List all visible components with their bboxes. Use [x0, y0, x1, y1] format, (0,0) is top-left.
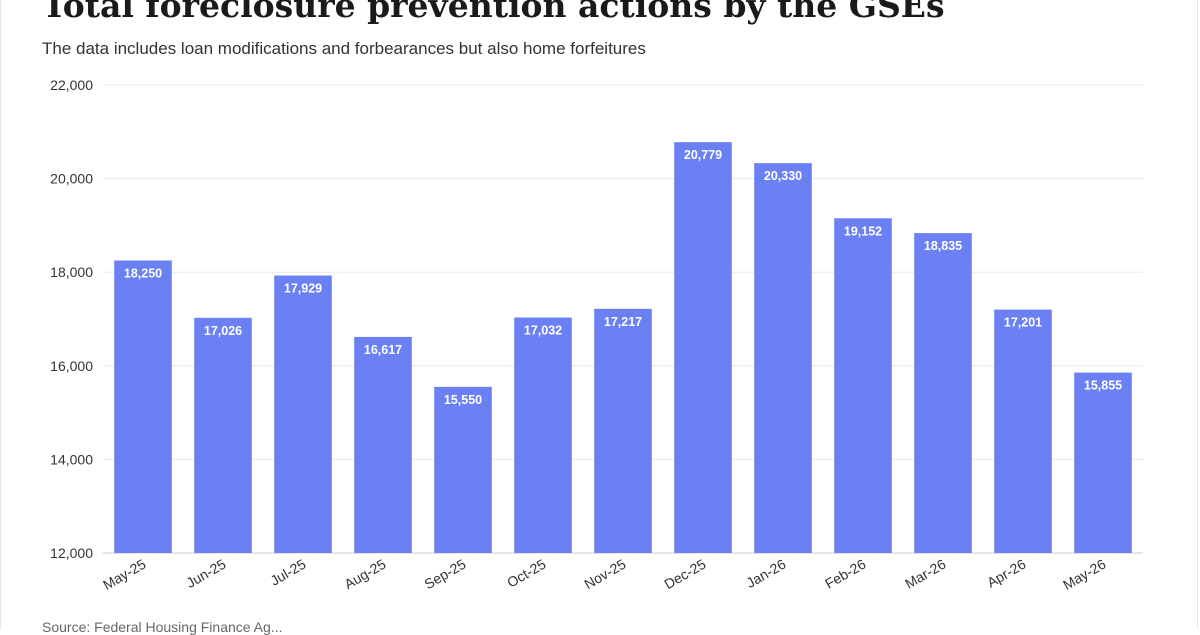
- x-tick-label: May-25: [100, 556, 149, 593]
- bar-value-label: 16,617: [364, 343, 402, 357]
- bar-value-label: 15,855: [1084, 379, 1122, 393]
- y-tick-label: 20,000: [50, 171, 93, 187]
- bar: [834, 218, 892, 553]
- x-tick-label: Jul-25: [267, 556, 308, 589]
- bar: [354, 336, 412, 553]
- bar-value-label: 20,330: [764, 169, 802, 183]
- bar-value-label: 17,026: [204, 324, 242, 338]
- bar: [514, 317, 572, 553]
- bar: [674, 142, 732, 553]
- x-tick-label: Feb-26: [822, 556, 869, 592]
- x-axis-ticks: May-25 Jun-25 Jul-25 Aug-25 Sep-25 Oct-25 Nov-…: [100, 556, 1109, 593]
- bar: [914, 233, 972, 553]
- x-tick-label: Apr-26: [984, 556, 1029, 591]
- y-tick-label: 16,000: [50, 358, 93, 374]
- bar-value-label: 18,250: [124, 267, 162, 281]
- y-tick-label: 22,000: [50, 77, 93, 93]
- bar-value-label: 15,550: [444, 393, 482, 407]
- bar: [114, 260, 172, 553]
- bar: [194, 317, 252, 553]
- bar: [594, 308, 652, 553]
- bar-value-label: 19,152: [844, 224, 882, 238]
- bar-value-label: 20,779: [684, 148, 722, 162]
- y-tick-label: 14,000: [50, 451, 93, 467]
- source-note: Source: Federal Housing Finance Ag...: [42, 619, 283, 635]
- x-tick-label: Nov-25: [581, 556, 628, 593]
- x-tick-label: Aug-25: [341, 556, 388, 593]
- bar-value-label: 17,201: [1004, 316, 1042, 330]
- x-tick-label: May-26: [1060, 556, 1109, 593]
- y-tick-label: 12,000: [50, 545, 93, 561]
- bar-value-label: 18,835: [924, 239, 962, 253]
- bar-value-label: 17,217: [604, 315, 642, 329]
- bar: [1074, 372, 1132, 553]
- x-tick-label: Dec-25: [661, 556, 708, 593]
- x-tick-label: Jun-25: [183, 556, 228, 591]
- x-tick-label: Sep-25: [421, 556, 468, 593]
- x-tick-label: Mar-26: [902, 556, 949, 592]
- x-tick-label: Jan-26: [743, 556, 788, 591]
- y-tick-label: 18,000: [50, 264, 93, 280]
- y-axis-ticks: 12,000 14,000 16,000 18,000 20,000 22,000: [50, 77, 93, 561]
- bar: [994, 309, 1052, 553]
- bars: [114, 142, 1132, 553]
- bar: [274, 275, 332, 553]
- bar: [434, 386, 492, 553]
- chart-title: Total foreclosure prevention actions by …: [42, 0, 945, 25]
- x-tick-label: Oct-25: [504, 556, 549, 591]
- bar: [754, 163, 812, 553]
- bar-value-labels: 18,250 17,026 17,929 16,617 15,550 17,032 17,2…: [124, 148, 1122, 407]
- bar-value-label: 17,929: [284, 282, 322, 296]
- chart-subtitle: The data includes loan modifications and…: [42, 39, 646, 58]
- bar-value-label: 17,032: [524, 324, 562, 338]
